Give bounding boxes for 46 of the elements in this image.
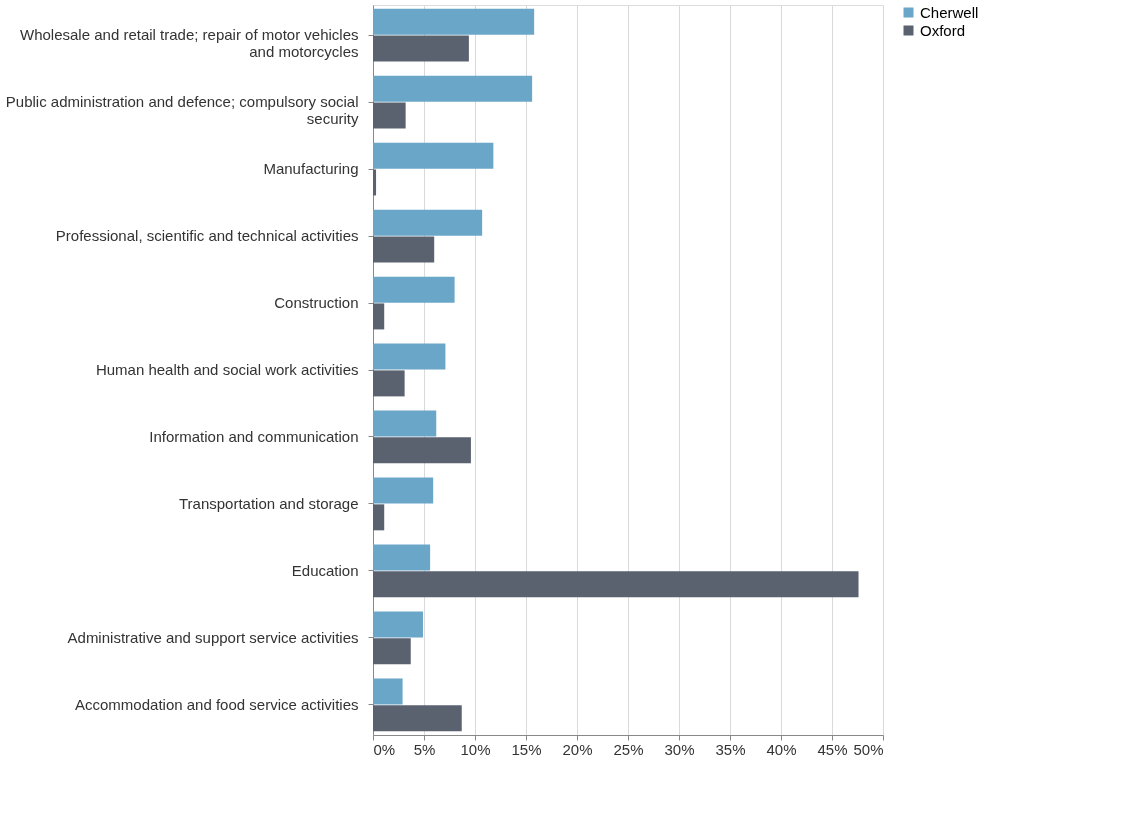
y-tick-label: Manufacturing <box>263 160 359 178</box>
bar <box>373 142 494 169</box>
bar <box>373 410 437 437</box>
bar <box>373 705 462 732</box>
bar <box>373 544 431 571</box>
bar <box>373 102 406 129</box>
x-tick-label: 30% <box>664 740 695 758</box>
bar <box>373 169 377 196</box>
x-tick-label: 35% <box>715 740 746 758</box>
bar <box>373 276 455 303</box>
x-tick-label: 0% <box>373 740 396 758</box>
bar <box>373 75 533 102</box>
x-tick-label: 50% <box>853 740 884 758</box>
y-tick-label: Professional, scientific and technical activities <box>55 227 359 245</box>
y-tick-label: Information and communication <box>149 427 359 445</box>
bar <box>373 611 423 638</box>
bar <box>373 638 411 665</box>
y-tick-label: Construction <box>274 294 359 312</box>
bar <box>373 343 446 370</box>
x-tick-label: 15% <box>511 740 542 758</box>
bar <box>373 477 434 504</box>
x-tick-label: 5% <box>413 740 436 758</box>
y-tick-label: Human health and social work activities <box>95 361 359 378</box>
y-tick-label: Accommodation and food service activities <box>75 695 359 713</box>
x-tick-label: 45% <box>817 740 848 758</box>
bar <box>373 370 405 397</box>
legend-label: Oxford <box>920 21 966 39</box>
x-tick-label: 20% <box>562 740 593 758</box>
bar <box>373 209 483 236</box>
x-tick-label: 10% <box>460 740 491 758</box>
y-tick-label: Transportation and storage <box>178 494 359 512</box>
bar <box>373 678 403 705</box>
bar <box>373 303 385 330</box>
y-tick-label: Wholesale and retail trade; repair of motor vehicles and motorcycles <box>20 26 359 61</box>
bar <box>373 8 535 35</box>
y-tick-label: Education <box>291 561 359 579</box>
bar <box>373 571 859 598</box>
bar <box>373 35 469 62</box>
bar <box>373 504 385 531</box>
legend-label: Cherwell <box>920 3 979 21</box>
y-tick-label: Public administration and defence; compulsory social security <box>5 93 359 128</box>
x-tick-label: 25% <box>613 740 644 758</box>
y-tick-label: Administrative and support service activities <box>67 628 359 646</box>
bar <box>373 437 471 464</box>
x-tick-label: 40% <box>766 740 797 758</box>
bar <box>373 236 435 263</box>
